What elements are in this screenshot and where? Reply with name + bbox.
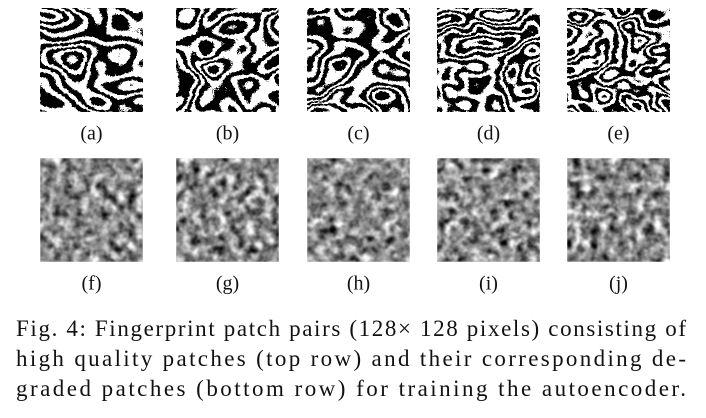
fingerprint-patch	[437, 158, 540, 262]
panel-label: (c)	[347, 123, 369, 145]
fingerprint-patch	[437, 8, 540, 112]
fingerprint-patch	[176, 158, 279, 262]
caption-line: high quality patches (top row) and their…	[16, 346, 686, 371]
panel-label: (h)	[347, 273, 370, 295]
fingerprint-patch	[567, 8, 670, 112]
fingerprint-patch	[307, 8, 410, 112]
fingerprint-patch	[176, 8, 279, 112]
panel-label: (e)	[607, 123, 629, 145]
fingerprint-patch	[40, 158, 143, 262]
panel-label: (b)	[216, 123, 239, 145]
panel-label: (j)	[609, 273, 628, 295]
fingerprint-patch	[307, 158, 410, 262]
caption-line: Fig. 4: Fingerprint patch pairs (128× 12…	[16, 316, 686, 341]
caption-line: graded patches (bottom row) for training…	[16, 376, 686, 401]
panel-label: (d)	[477, 123, 500, 145]
fingerprint-patch	[40, 8, 143, 112]
panel-label: (i)	[479, 273, 498, 295]
panel-label: (f)	[82, 273, 102, 295]
panel-label: (g)	[216, 273, 239, 295]
fingerprint-patch	[567, 158, 670, 262]
panel-label: (a)	[80, 123, 102, 145]
